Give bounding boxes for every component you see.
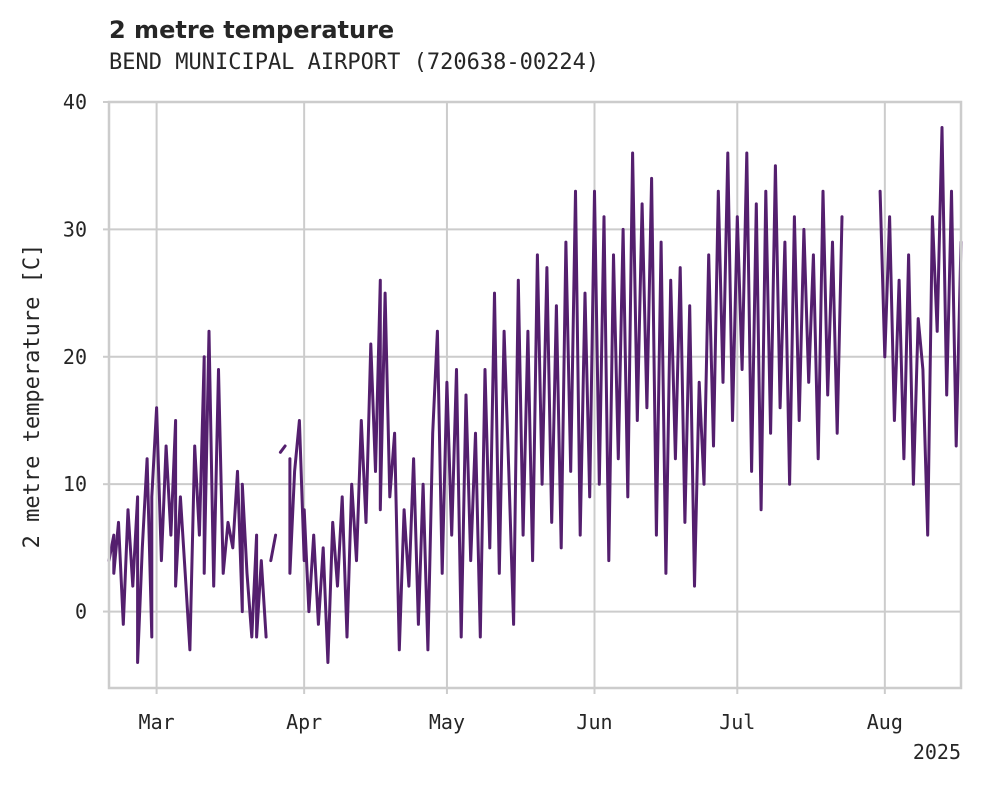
x-tick-label: Apr (286, 710, 322, 734)
x-tick-label: Aug (867, 710, 903, 734)
chart-title: 2 metre temperature (109, 16, 395, 44)
temperature-series-line (278, 444, 287, 454)
x-tick-label: May (429, 710, 465, 734)
x-axis-year-label: 2025 (913, 740, 961, 764)
temperature-series-line (107, 329, 268, 664)
y-tick-label: 40 (63, 90, 87, 114)
y-axis-label: 2 metre temperature [C] (20, 244, 45, 549)
chart-subtitle: BEND MUNICIPAL AIRPORT (720638-00224) (109, 50, 600, 75)
x-axis-ticks: Mar Apr May Jun Jul Aug (139, 688, 903, 734)
temperature-series-line (288, 151, 844, 664)
temperature-series-line (878, 126, 963, 537)
y-axis-ticks: 0 10 20 30 40 (63, 90, 109, 624)
series-layer (107, 126, 963, 664)
x-tick-label: Mar (139, 710, 175, 734)
x-tick-label: Jul (719, 710, 755, 734)
y-tick-label: 0 (75, 600, 87, 624)
y-tick-label: 10 (63, 472, 87, 496)
temperature-series-line (269, 533, 278, 563)
y-tick-label: 30 (63, 217, 87, 241)
y-tick-label: 20 (63, 345, 87, 369)
plot-frame (107, 100, 963, 690)
x-tick-label: Jun (576, 710, 612, 734)
